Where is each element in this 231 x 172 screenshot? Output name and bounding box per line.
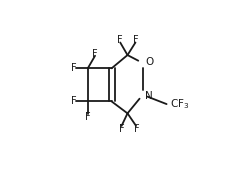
Text: F: F [117, 35, 122, 45]
Text: F: F [133, 35, 138, 45]
Text: N: N [145, 91, 152, 101]
Text: F: F [92, 49, 97, 59]
Text: F: F [71, 96, 76, 106]
Text: O: O [145, 57, 153, 67]
Text: F: F [118, 123, 124, 134]
Text: F: F [85, 112, 90, 122]
Text: CF$_3$: CF$_3$ [169, 97, 188, 111]
Text: F: F [71, 63, 76, 73]
Text: F: F [133, 123, 139, 134]
